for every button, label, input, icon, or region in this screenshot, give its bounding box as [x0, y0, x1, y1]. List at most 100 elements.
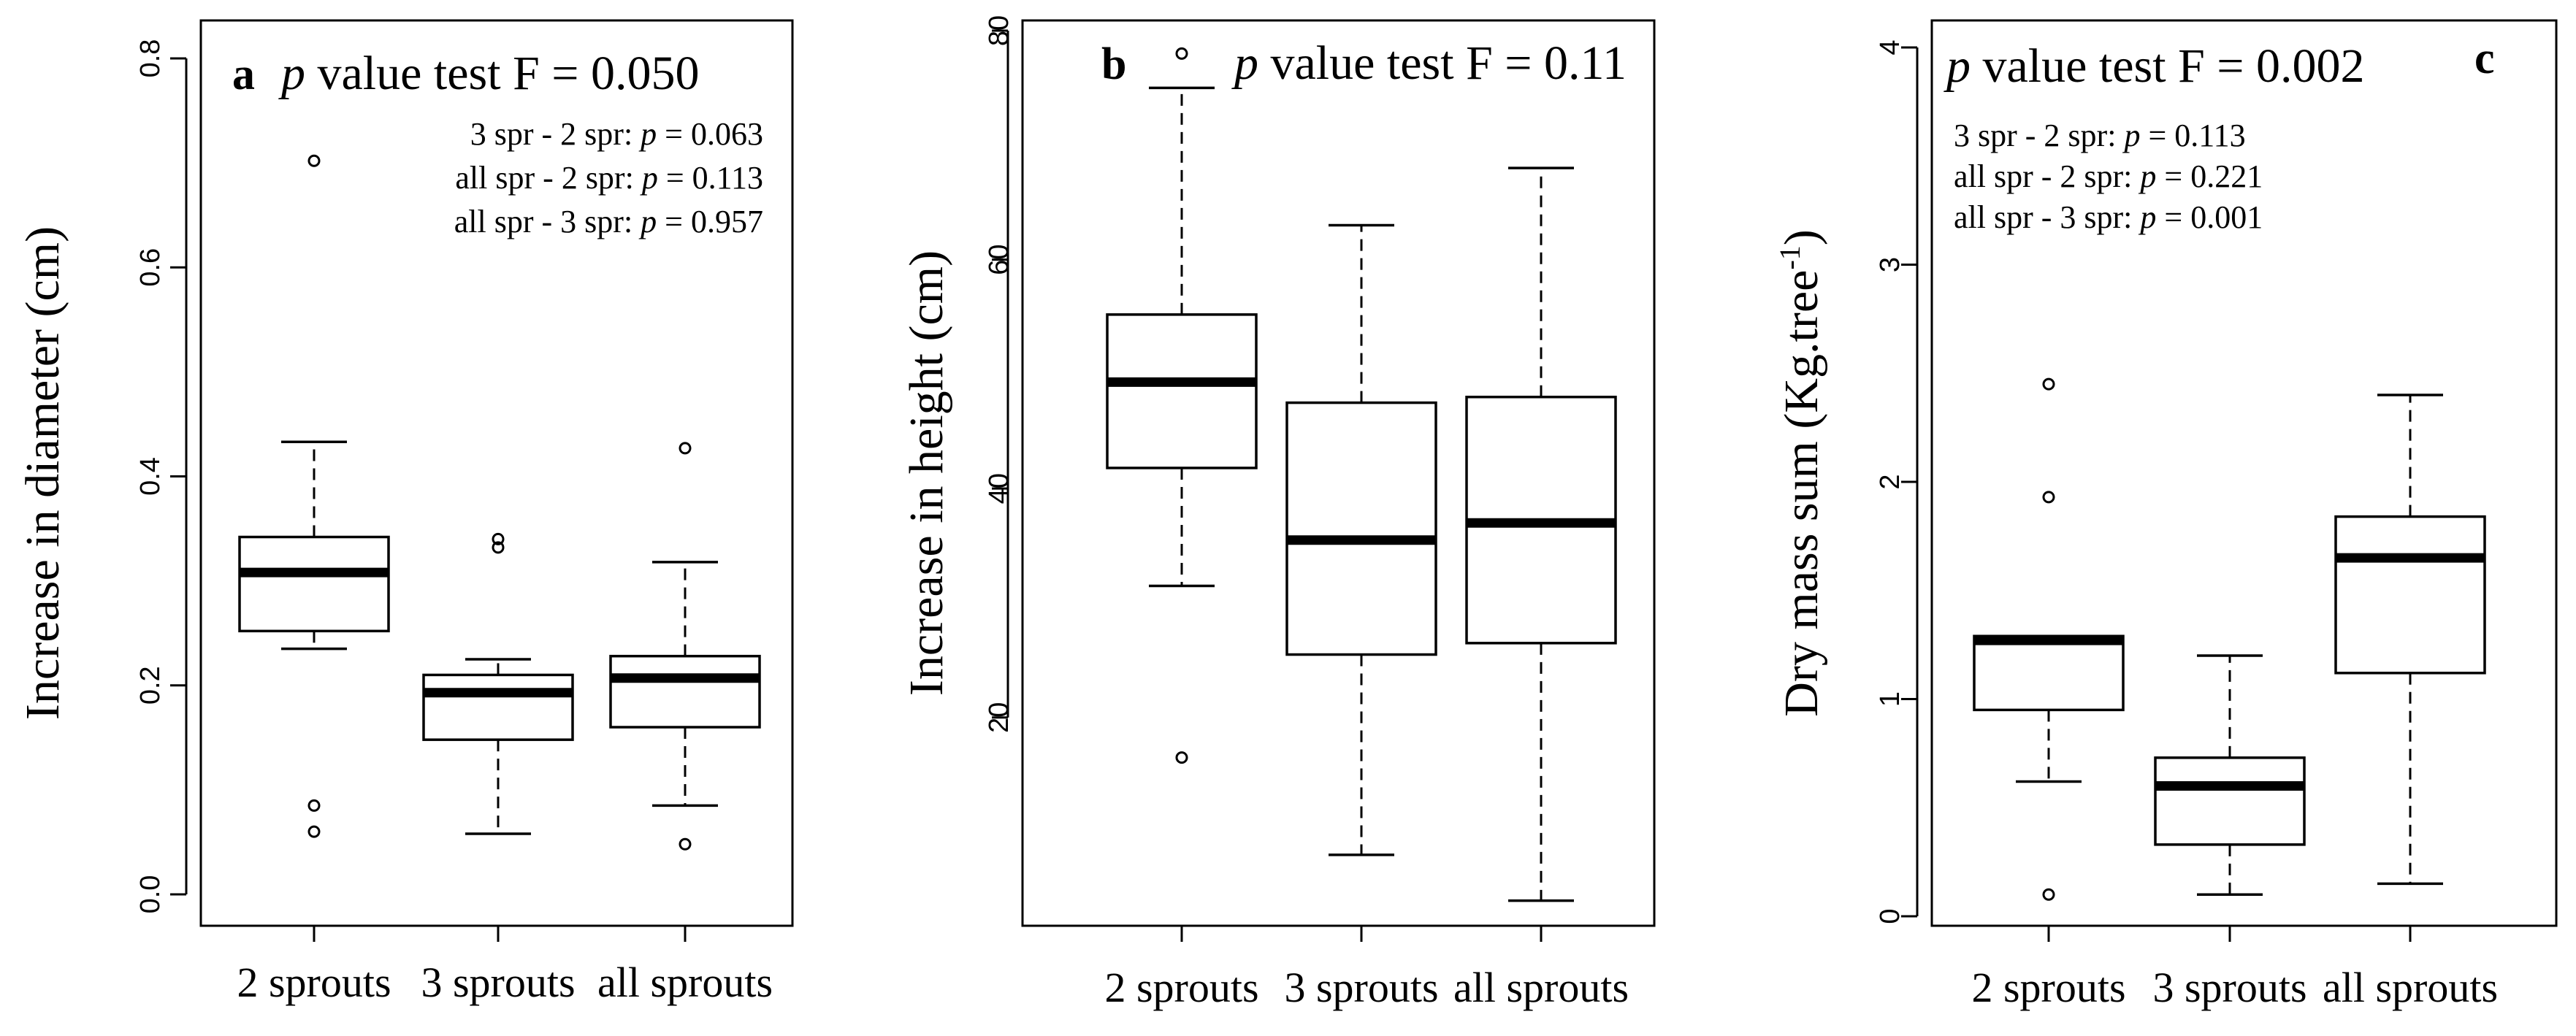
x-tick-label: 3 sprouts — [2152, 964, 2306, 1011]
y-tick-label: 0.0 — [135, 875, 166, 914]
y-axis-label-sup: -1 — [1773, 245, 1806, 269]
y-tick-label: 2 — [1875, 474, 1906, 489]
y-tick-label: 20 — [984, 702, 1014, 733]
plot-frame — [1021, 19, 1656, 927]
pairwise-note: all spr - 2 spr: p = 0.221 — [1954, 158, 2263, 194]
note-value: = 0.063 — [657, 116, 763, 152]
iqr-box — [238, 535, 390, 633]
iqr-box — [609, 654, 761, 729]
box-3-sprouts — [422, 532, 574, 835]
panel-letter: b — [1101, 39, 1126, 89]
outlier-point — [679, 837, 692, 851]
pairwise-note: all spr - 2 spr: p = 0.113 — [455, 160, 763, 196]
note-value: = 0.113 — [2140, 118, 2245, 153]
y-tick-label: 0.4 — [135, 457, 166, 496]
note-pair: all spr - 3 spr: — [454, 204, 641, 239]
pairwise-note: all spr - 3 spr: p = 0.001 — [1954, 199, 2263, 235]
iqr-box — [422, 673, 574, 741]
note-pair: all spr - 2 spr: — [1954, 158, 2140, 194]
y-axis-label-end: ) — [1775, 229, 1828, 245]
note-value: = 0.001 — [2156, 199, 2263, 235]
title-text: value test F = 0.11 — [1258, 37, 1627, 90]
y-axis-label: Increase in diameter (cm) — [16, 226, 69, 720]
pairwise-note: 3 spr - 2 spr: p = 0.113 — [1954, 118, 2246, 153]
iqr-box — [2334, 515, 2486, 675]
x-tick-label: 3 sprouts — [1284, 964, 1438, 1011]
note-value: = 0.221 — [2156, 158, 2263, 194]
y-axis-label: Increase in height (cm) — [900, 250, 953, 696]
y-tick-label: 0.6 — [135, 248, 166, 287]
chart-panel-b: 20 40 60 80 2 sprouts 3 sprouts all sprouts Inc… — [900, 15, 1656, 1011]
box-2-sprouts — [1973, 377, 2125, 901]
chart-panel-c: 0 1 2 3 4 2 sprouts 3 sprouts all sprouts Dry ma… — [1773, 19, 2558, 1011]
note-pair: all spr - 2 spr: — [455, 160, 641, 196]
y-tick-label: 0.2 — [135, 666, 166, 705]
note-p-symbol: p — [2122, 118, 2140, 153]
pairwise-note: 3 spr - 2 spr: p = 0.063 — [470, 116, 763, 152]
y-tick-label: 3 — [1875, 257, 1906, 272]
box-2-sprouts — [238, 154, 390, 838]
box-all-sprouts — [609, 442, 761, 851]
title-p-symbol: p — [278, 47, 305, 100]
note-p-symbol: p — [638, 116, 657, 152]
outlier-point — [679, 442, 692, 455]
outlier-point — [2042, 491, 2055, 504]
outlier-point — [307, 154, 321, 167]
panel-title: p value test F = 0.002 — [1944, 39, 2365, 93]
note-p-symbol: p — [2138, 158, 2156, 194]
outlier-point — [1175, 47, 1188, 60]
y-tick-label: 1 — [1875, 691, 1906, 707]
x-tick-label: 2 sprouts — [237, 959, 391, 1006]
plot-frame — [1930, 19, 2558, 927]
iqr-box — [1973, 634, 2125, 712]
outlier-point — [307, 825, 321, 838]
plot-frame — [199, 19, 794, 927]
box-3-sprouts — [1285, 223, 1437, 856]
note-pair: 3 spr - 2 spr: — [470, 116, 641, 152]
note-value: = 0.957 — [657, 204, 763, 239]
y-axis-label: Dry mass sum (Kg.tree-1) — [1773, 229, 1828, 717]
panel-title: p value test F = 0.11 — [1231, 37, 1627, 90]
title-text: value test F = 0.050 — [305, 47, 700, 100]
outlier-point — [492, 532, 505, 545]
chart-panel-a: 0.0 0.2 0.4 0.6 0.8 2 sprouts 3 sprouts all spr… — [16, 19, 794, 1006]
note-value: = 0.113 — [658, 160, 763, 196]
y-tick-label: 0 — [1875, 908, 1906, 924]
outlier-point — [2042, 377, 2055, 391]
box-all-sprouts — [2334, 394, 2486, 886]
x-tick-label: 3 sprouts — [421, 959, 575, 1006]
x-tick-label: all sprouts — [2323, 964, 2498, 1011]
panel-letter: a — [232, 50, 255, 99]
box-2-sprouts — [1106, 47, 1258, 764]
y-tick-label: 80 — [984, 15, 1014, 46]
y-tick-label: 4 — [1875, 39, 1906, 55]
pairwise-note: all spr - 3 spr: p = 0.957 — [454, 204, 763, 239]
panel-title: p value test F = 0.050 — [278, 47, 700, 100]
x-tick-label: 2 sprouts — [1971, 964, 2125, 1011]
title-p-symbol: p — [1944, 39, 1971, 93]
iqr-box — [1285, 401, 1437, 656]
iqr-box — [2154, 756, 2306, 846]
x-tick-label: 2 sprouts — [1104, 964, 1258, 1011]
x-tick-label: all sprouts — [1453, 964, 1629, 1011]
outlier-point — [2042, 888, 2055, 901]
note-pair: all spr - 3 spr: — [1954, 199, 2140, 235]
title-p-symbol: p — [1231, 37, 1258, 90]
y-axis-label-main: Dry mass sum (Kg.tree — [1775, 270, 1828, 717]
panel-letter: c — [2474, 34, 2495, 83]
y-tick-label: 60 — [984, 244, 1014, 275]
outlier-point — [307, 799, 321, 812]
note-p-symbol: p — [640, 160, 658, 196]
x-tick-label: all sprouts — [597, 959, 773, 1006]
iqr-box — [1106, 313, 1258, 469]
box-3-sprouts — [2154, 654, 2306, 896]
outlier-point — [1175, 751, 1188, 764]
y-tick-label: 0.8 — [135, 39, 166, 78]
y-tick-label: 40 — [984, 473, 1014, 504]
outlier-point — [492, 541, 505, 554]
note-pair: 3 spr - 2 spr: — [1954, 118, 2124, 153]
title-text: value test F = 0.002 — [1971, 39, 2365, 93]
box-all-sprouts — [1465, 166, 1617, 902]
note-p-symbol: p — [2138, 199, 2156, 235]
